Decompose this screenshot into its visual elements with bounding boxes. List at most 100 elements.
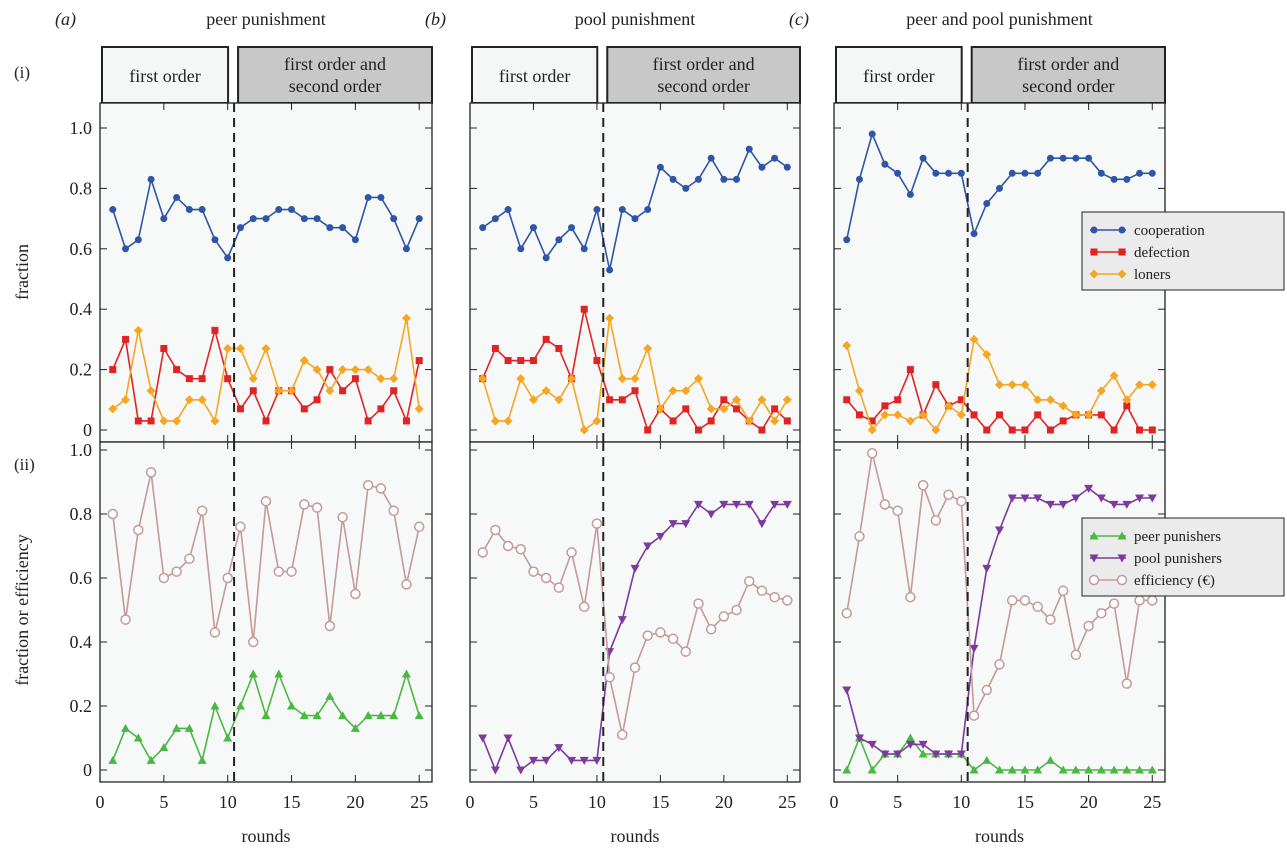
data-point: [312, 365, 322, 375]
data-point: [490, 524, 501, 536]
data-point: [504, 206, 512, 214]
data-point: [1072, 154, 1080, 162]
data-point: [579, 756, 589, 765]
phase-label-second-line: first order and: [653, 54, 755, 74]
x-tick-label: 10: [952, 792, 970, 812]
data-point: [682, 184, 690, 192]
data-point: [503, 734, 513, 743]
data-point: [236, 224, 244, 232]
data-point: [1046, 154, 1054, 162]
data-point: [197, 395, 207, 405]
subplot-bottom: 0 5 10 15 20 25: [830, 441, 1166, 812]
legend-entry-efficiency: efficiency (€): [1088, 573, 1215, 589]
data-point: [894, 169, 902, 177]
series-pool-punishers: [842, 484, 1157, 759]
data-point: [1096, 386, 1106, 396]
data-point: [363, 711, 373, 720]
data-point: [644, 206, 652, 214]
data-point: [145, 467, 157, 478]
data-point: [555, 236, 563, 244]
legend-marker: [1117, 531, 1127, 540]
data-point: [261, 343, 271, 353]
y-tick-label: 0: [83, 760, 92, 780]
legend-marker: [1089, 554, 1099, 563]
data-point: [249, 215, 257, 223]
data-point: [108, 404, 118, 414]
legend-marker: [1117, 269, 1127, 279]
data-point: [744, 416, 754, 426]
data-point: [338, 711, 348, 720]
data-point: [931, 750, 941, 759]
data-point: [517, 357, 525, 365]
data-point: [1135, 380, 1145, 390]
data-point: [1045, 755, 1055, 764]
data-point: [109, 366, 117, 374]
panel-pool-punishment: (b) pool punishment first order first order…: [425, 9, 801, 846]
data-point: [1136, 169, 1144, 177]
data-point: [1148, 169, 1156, 177]
data-point: [1020, 494, 1030, 503]
data-point: [945, 169, 953, 177]
x-tick-label: 25: [410, 792, 428, 812]
data-point: [1096, 494, 1106, 503]
phase-box-first-order: first order: [101, 46, 230, 104]
data-point: [744, 500, 754, 509]
data-point: [171, 566, 182, 577]
data-point: [580, 305, 588, 313]
data-point: [905, 733, 915, 742]
legend-label: cooperation: [1134, 223, 1205, 239]
data-point: [1058, 401, 1068, 411]
x-tick-label: 20: [715, 792, 733, 812]
x-axis-title: rounds: [975, 826, 1024, 846]
data-point: [733, 405, 741, 413]
series-defection: [843, 366, 1156, 434]
data-point: [554, 395, 564, 405]
data-point: [160, 344, 168, 352]
data-point: [172, 723, 182, 732]
data-point: [970, 230, 978, 238]
data-point: [668, 386, 678, 396]
y-tick-label: 1.0: [70, 440, 93, 460]
series-pool-punishers: [478, 500, 792, 775]
data-point: [554, 744, 564, 753]
plot-frame: [833, 441, 1166, 783]
data-point: [542, 254, 550, 262]
data-point: [529, 357, 537, 365]
data-point: [854, 386, 864, 396]
data-point: [274, 669, 284, 678]
data-point: [502, 540, 514, 552]
data-point: [591, 518, 603, 529]
data-point: [694, 426, 702, 434]
data-point: [982, 755, 992, 764]
data-point: [906, 366, 914, 374]
data-point: [541, 386, 551, 396]
data-point: [732, 395, 742, 405]
data-point: [414, 711, 424, 720]
data-point: [109, 206, 117, 214]
legend-entry-pool-punishers: pool punishers: [1089, 551, 1222, 567]
data-point: [1122, 395, 1132, 405]
data-point: [719, 404, 729, 414]
data-point: [108, 755, 118, 764]
legend-marker: [1090, 248, 1098, 256]
data-point: [842, 765, 852, 774]
data-point: [146, 755, 156, 764]
data-point: [1071, 765, 1081, 774]
data-point: [121, 723, 131, 732]
data-point: [1135, 765, 1145, 774]
data-point: [490, 416, 500, 426]
data-point: [918, 410, 928, 420]
data-point: [667, 633, 679, 645]
x-axis-title: rounds: [611, 826, 660, 846]
data-point: [159, 743, 169, 752]
data-point: [867, 740, 877, 749]
data-point: [720, 175, 728, 183]
data-point: [995, 380, 1004, 390]
data-point: [758, 426, 766, 434]
data-point: [1059, 417, 1067, 425]
series-efficiency: [841, 447, 1158, 721]
data-point: [605, 313, 615, 323]
data-point: [854, 531, 865, 542]
data-point: [1097, 411, 1105, 419]
